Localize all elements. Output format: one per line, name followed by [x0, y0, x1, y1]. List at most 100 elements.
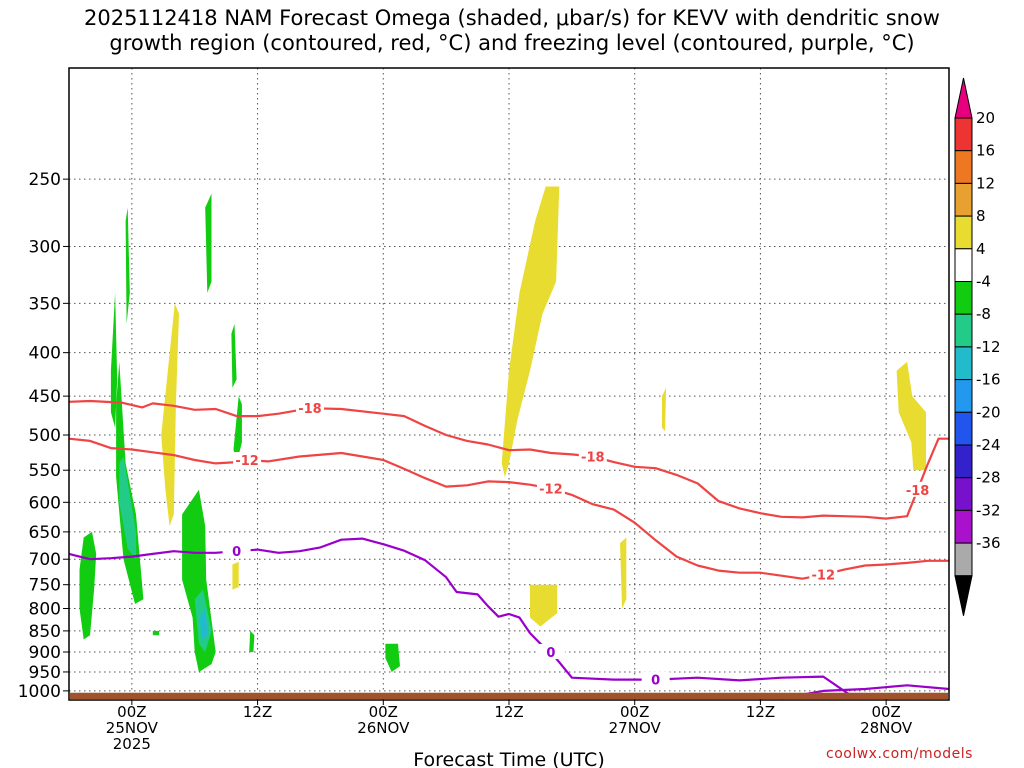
chart-title: 2025112418 NAM Forecast Omega (shaded, μ…: [0, 6, 1024, 56]
x-tick-label: 28NOV: [860, 719, 913, 737]
contour-label-bg: [903, 481, 932, 497]
omega-region: [530, 584, 558, 627]
colorbar-box: [954, 346, 973, 381]
contour-label: -18: [581, 451, 605, 466]
omega-region: [662, 387, 667, 432]
credit-text: coolwx.com/models: [826, 746, 973, 762]
y-tick-label: 250: [29, 170, 61, 190]
colorbar-box: [954, 117, 973, 152]
y-tick-label: 850: [29, 622, 61, 642]
omega-region: [233, 396, 242, 464]
colorbar-label: -32: [976, 501, 1001, 519]
y-tick-label: 450: [29, 387, 61, 407]
omega-region: [385, 643, 400, 672]
contour-label: -12: [235, 454, 259, 469]
x-tick-label: 25NOV: [106, 719, 159, 737]
colorbar-box: [954, 248, 973, 283]
y-tick-label: 500: [29, 426, 61, 446]
colorbar-label: -24: [976, 436, 1001, 454]
y-tick-label: 600: [29, 493, 61, 513]
contour-label: -12: [539, 483, 563, 498]
omega-region: [110, 292, 118, 428]
y-tick-label: 950: [29, 663, 61, 683]
omega-region: [501, 186, 560, 477]
x-tick-label: 12Z: [494, 703, 523, 721]
contour-line: [68, 537, 856, 700]
contour-label-bg: [536, 643, 565, 659]
omega-region: [205, 193, 212, 293]
y-tick-label: 550: [29, 461, 61, 481]
colorbar-box: [954, 542, 973, 577]
contour-line: [68, 399, 949, 520]
x-tick-label: 2025: [113, 735, 151, 753]
colorbar-label: 20: [976, 109, 995, 127]
omega-region: [231, 323, 237, 388]
x-tick-label: 12Z: [243, 703, 272, 721]
chart-title-line-2: growth region (contoured, red, °C) and f…: [109, 31, 915, 55]
contour-label: -18: [906, 484, 930, 499]
colorbar-label: -36: [976, 534, 1001, 552]
x-tick-label: 00Z: [620, 703, 649, 721]
contour-label-bg: [641, 671, 670, 687]
x-tick-label: 00Z: [117, 703, 146, 721]
contour-label: -12: [812, 569, 836, 584]
colorbar-top-arrow: [954, 77, 973, 119]
x-tick-label: 00Z: [871, 703, 900, 721]
colorbar-label: -4: [976, 273, 991, 291]
colorbar-label: -28: [976, 469, 1001, 487]
colorbar-label: -8: [976, 305, 991, 323]
contour-label: 0: [546, 646, 555, 661]
contour-label-bg: [809, 566, 838, 582]
contour-label-bg: [222, 543, 251, 559]
omega-region: [198, 608, 209, 640]
contour-label: 0: [232, 545, 241, 560]
omega-region: [152, 630, 160, 636]
contour-label-bg: [578, 448, 607, 464]
omega-region: [119, 456, 136, 560]
contour-label-bg: [536, 480, 565, 496]
y-tick-label: 650: [29, 523, 61, 543]
x-axis-title: Forecast Time (UTC): [413, 749, 604, 768]
y-tick-label: 800: [29, 600, 61, 620]
y-tick-label: 300: [29, 237, 61, 257]
omega-region: [232, 561, 239, 590]
colorbar-label: 16: [976, 142, 995, 160]
omega-region: [116, 361, 144, 604]
colorbar-label: -16: [976, 371, 1001, 389]
y-tick-label: 1000: [18, 682, 61, 702]
y-tick-label: 700: [29, 550, 61, 570]
omega-shading-layer: [79, 186, 926, 672]
x-tick-label: 00Z: [369, 703, 398, 721]
contour-label-bg: [233, 451, 262, 467]
colorbar-label: 4: [976, 240, 986, 258]
omega-region: [896, 361, 926, 471]
colorbar-label: 12: [976, 174, 995, 192]
contour-layer: -18 -18 -18 -12 -12 -12 0 0 0: [68, 399, 950, 700]
y-axis: 2503003504004505005506006507007508008509…: [18, 170, 69, 702]
colorbar-label: -12: [976, 338, 1001, 356]
contour-label-bg: [295, 400, 324, 416]
chart-title-line-1: 2025112418 NAM Forecast Omega (shaded, μ…: [84, 6, 940, 30]
colorbar-label: -20: [976, 403, 1001, 421]
omega-region: [620, 537, 627, 609]
y-tick-label: 350: [29, 294, 61, 314]
y-tick-label: 750: [29, 576, 61, 596]
colorbar-box: [954, 411, 973, 446]
colorbar-box: [954, 379, 973, 413]
colorbar: 20 16 12 8 4 -4 -8 -12 -16 -20 -24 -28 -32 -36: [954, 77, 1001, 616]
y-tick-label: 400: [29, 344, 61, 364]
x-tick-label: 26NOV: [357, 719, 410, 737]
colorbar-box: [954, 477, 973, 511]
ground-surface: [70, 692, 948, 699]
x-tick-label: 27NOV: [609, 719, 662, 737]
omega-region: [249, 630, 255, 652]
colorbar-box: [954, 281, 973, 315]
y-tick-label: 900: [29, 643, 61, 663]
colorbar-box: [954, 150, 973, 184]
omega-region: [125, 207, 130, 324]
omega-region: [161, 303, 179, 527]
colorbar-box: [954, 182, 973, 217]
colorbar-label: 8: [976, 207, 986, 225]
